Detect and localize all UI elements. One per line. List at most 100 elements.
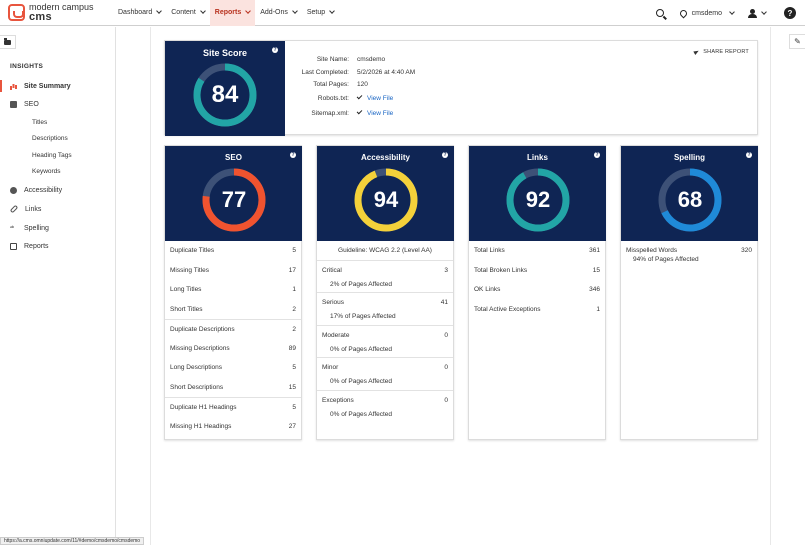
seo-row[interactable]: Long Titles 1 — [170, 286, 296, 294]
sidebar-item-seo[interactable]: SEO — [0, 98, 39, 110]
accessibility-gauge: 94 — [352, 166, 420, 234]
links-row[interactable]: OK Links 346 — [474, 286, 600, 294]
sidebar-item-site-summary[interactable]: Site Summary — [0, 80, 71, 92]
chevron-down-icon — [245, 8, 252, 14]
site-score-title: Site Score — [202, 48, 248, 58]
share-report-button[interactable]: SHARE REPORT — [694, 49, 749, 55]
nav-dashboard[interactable]: Dashboard — [113, 0, 166, 26]
seo-row[interactable]: Missing H1 Headings 27 — [170, 422, 296, 430]
seo-row[interactable]: Duplicate Descriptions 2 — [165, 319, 301, 339]
accessibility-group[interactable]: Critical 3 2% of Pages Affected — [317, 260, 453, 292]
seo-row[interactable]: Long Descriptions 5 — [170, 364, 296, 372]
spelling-card: Spelling ? 68 Misspelled Words 320 94% of… — [620, 145, 758, 440]
accessibility-group[interactable]: Moderate 0 0% of Pages Affected — [317, 324, 453, 357]
accessibility-group[interactable]: Minor 0 0% of Pages Affected — [317, 357, 453, 389]
sitemap-view-file-link[interactable]: View File — [367, 110, 394, 117]
seo-title: SEO — [225, 153, 242, 162]
location-pin-icon — [678, 8, 689, 18]
file-browser-toggle[interactable] — [0, 35, 16, 49]
check-icon — [356, 108, 363, 115]
sidebar-sub-heading-tags[interactable]: Heading Tags — [32, 152, 72, 159]
chevron-down-icon[interactable] — [761, 8, 767, 15]
links-gauge: 92 — [504, 166, 572, 234]
share-icon — [694, 50, 699, 55]
sidebar-sub-titles[interactable]: Titles — [32, 119, 48, 126]
nav-setup[interactable]: Setup — [302, 0, 339, 26]
help-button[interactable]: ? — [784, 7, 796, 19]
browser-status-url: https://a.cms.omniupdate.com/11/#demo/cm… — [0, 537, 145, 545]
accessibility-arc — [354, 168, 418, 232]
accessibility-value: 94 — [373, 187, 399, 212]
insights-sidebar: INSIGHTS Site Summary SEO Titles Descrip… — [0, 27, 116, 545]
site-score-card: Site Score ? 84 SHARE REPORT Site Name: c… — [164, 40, 758, 136]
sidebar-item-spelling[interactable]: ᵃᵇ Spelling — [10, 224, 49, 232]
spelling-gauge: 68 — [656, 166, 724, 234]
logo-text-line1: modern campus — [29, 1, 94, 12]
spelling-icon: ᵃᵇ — [10, 224, 14, 231]
sidebar-item-accessibility[interactable]: Accessibility — [0, 184, 62, 196]
spelling-title: Spelling — [673, 153, 706, 162]
spelling-ring — [658, 168, 722, 232]
seo-value: 77 — [221, 187, 247, 212]
pin-icon: ✎ — [794, 37, 801, 46]
check-icon — [356, 93, 363, 100]
documents-icon — [10, 100, 17, 108]
help-icon[interactable]: ? — [290, 152, 296, 158]
robots-view-file-link[interactable]: View File — [367, 95, 394, 102]
sidebar-sub-keywords[interactable]: Keywords — [32, 168, 61, 175]
seo-row[interactable]: Short Titles 2 — [170, 305, 296, 313]
chevron-down-icon[interactable] — [729, 8, 735, 15]
bar-chart-icon — [10, 83, 17, 90]
help-icon[interactable]: ? — [594, 152, 600, 158]
sidebar-item-links[interactable]: Links — [0, 203, 41, 215]
chevron-down-icon — [292, 8, 298, 14]
site-selector[interactable]: cmsdemo — [691, 9, 722, 17]
folder-icon — [4, 37, 11, 45]
accessibility-title: Accessibility — [361, 153, 410, 162]
help-icon[interactable]: ? — [442, 152, 448, 158]
links-row[interactable]: Total Links 361 — [474, 247, 600, 255]
nav-content[interactable]: Content — [166, 0, 210, 26]
site-score-panel: Site Score ? 84 — [165, 41, 285, 136]
spelling-row[interactable]: Misspelled Words 320 — [626, 247, 752, 255]
sidebar-sub-descriptions[interactable]: Descriptions — [32, 135, 68, 142]
seo-row[interactable]: Duplicate Titles 5 — [170, 247, 296, 255]
seo-arc — [202, 168, 266, 232]
main-menu: Dashboard Content Reports Add-Ons Setup — [113, 0, 339, 26]
seo-row[interactable]: Short Descriptions 15 — [170, 383, 296, 391]
spelling-pages-affected: 94% of Pages Affected — [633, 256, 699, 263]
links-card: Links ? 92 Total Links 361 Total Broken L… — [468, 145, 606, 440]
nav-add-ons[interactable]: Add-Ons — [255, 0, 302, 26]
links-score-panel: Links ? 92 — [469, 146, 606, 241]
link-icon — [9, 204, 19, 214]
edit-panel-toggle[interactable]: ✎ — [789, 34, 805, 49]
seo-row[interactable]: Duplicate H1 Headings 5 — [165, 397, 301, 417]
seo-ring — [202, 168, 266, 232]
seo-score-panel: SEO ? 77 — [165, 146, 302, 241]
site-score-gauge: 84 — [191, 61, 259, 129]
sidebar-item-reports[interactable]: Reports — [0, 240, 49, 252]
spelling-value: 68 — [677, 187, 703, 212]
help-icon[interactable]: ? — [272, 47, 278, 53]
links-row[interactable]: Total Active Exceptions 1 — [474, 305, 600, 313]
accessibility-group[interactable]: Exceptions 0 0% of Pages Affected — [317, 389, 453, 422]
accessibility-ring — [354, 168, 418, 232]
accessibility-card: Accessibility ? 94 Guideline: WCAG 2.2 (… — [316, 145, 454, 440]
seo-row[interactable]: Missing Titles 17 — [170, 266, 296, 274]
top-navigation-bar: modern campus cms Dashboard Content Repo… — [0, 0, 805, 26]
user-icon[interactable] — [748, 8, 757, 18]
links-row[interactable]: Total Broken Links 15 — [474, 266, 600, 274]
site-score-ring — [193, 63, 257, 127]
search-icon[interactable] — [655, 9, 664, 17]
accessibility-group[interactable]: Serious 41 17% of Pages Affected — [317, 292, 453, 324]
logo-icon — [8, 4, 25, 21]
seo-row[interactable]: Missing Descriptions 89 — [170, 344, 296, 352]
nav-reports[interactable]: Reports — [209, 0, 256, 26]
chevron-down-icon — [156, 8, 163, 14]
modern-campus-logo[interactable]: modern campus cms — [8, 1, 104, 23]
logo-text-line2: cms — [29, 10, 52, 23]
links-title: Links — [527, 153, 548, 162]
spelling-arc — [658, 168, 722, 232]
accessibility-score-panel: Accessibility ? 94 — [317, 146, 454, 241]
help-icon[interactable]: ? — [746, 152, 752, 158]
